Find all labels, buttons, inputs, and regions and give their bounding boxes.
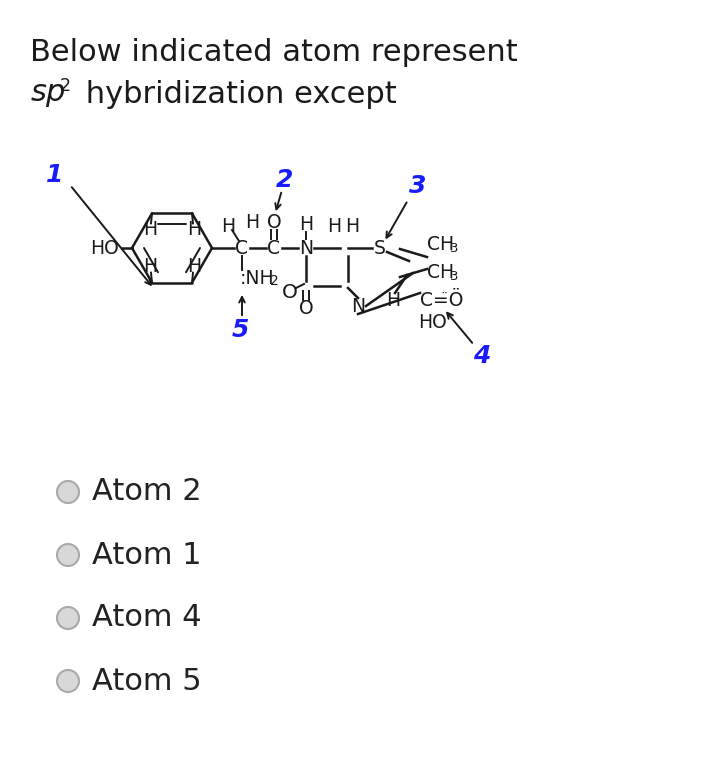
- Text: S: S: [374, 239, 386, 257]
- Text: H: H: [221, 217, 235, 235]
- Text: H: H: [187, 257, 201, 276]
- Text: Below indicated atom represent: Below indicated atom represent: [30, 38, 518, 67]
- Text: O: O: [282, 283, 298, 301]
- Circle shape: [57, 544, 79, 566]
- Text: Atom 2: Atom 2: [92, 478, 202, 507]
- Text: H: H: [299, 214, 313, 234]
- Text: hybridization except: hybridization except: [76, 80, 397, 109]
- Text: CH: CH: [427, 263, 454, 283]
- Circle shape: [57, 607, 79, 629]
- Text: :NH: :NH: [240, 269, 274, 287]
- Text: H: H: [143, 257, 157, 276]
- Text: O: O: [266, 212, 282, 232]
- Circle shape: [57, 481, 79, 503]
- Text: C: C: [235, 239, 248, 257]
- Text: 1: 1: [46, 163, 63, 187]
- Text: 4: 4: [473, 344, 491, 368]
- Text: 2: 2: [275, 168, 293, 192]
- Text: H: H: [327, 217, 341, 235]
- Text: $\it{sp}$: $\it{sp}$: [30, 80, 66, 109]
- Text: Atom 1: Atom 1: [92, 541, 202, 570]
- Text: 3: 3: [450, 242, 459, 256]
- Text: H: H: [245, 212, 259, 232]
- Text: 2: 2: [270, 274, 279, 288]
- Text: H: H: [345, 217, 359, 235]
- Text: $^2$: $^2$: [59, 80, 71, 104]
- Text: 3: 3: [409, 174, 427, 198]
- Text: HO: HO: [90, 239, 119, 257]
- Text: Atom 4: Atom 4: [92, 604, 202, 632]
- Text: Atom 5: Atom 5: [92, 667, 202, 695]
- Text: C: C: [268, 239, 281, 257]
- Text: N: N: [299, 239, 313, 257]
- Text: 5: 5: [231, 318, 248, 342]
- Text: H: H: [386, 291, 400, 311]
- Text: O: O: [299, 298, 313, 318]
- Circle shape: [57, 670, 79, 692]
- Text: H: H: [143, 220, 157, 239]
- Text: C=Ö: C=Ö: [420, 291, 464, 311]
- Text: HO: HO: [418, 313, 446, 333]
- Text: H: H: [187, 220, 201, 239]
- Text: CH: CH: [427, 235, 454, 255]
- Text: 3: 3: [450, 270, 459, 284]
- Text: N: N: [351, 297, 365, 315]
